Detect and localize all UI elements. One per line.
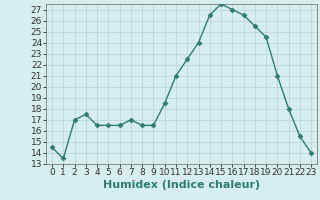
X-axis label: Humidex (Indice chaleur): Humidex (Indice chaleur) xyxy=(103,180,260,190)
